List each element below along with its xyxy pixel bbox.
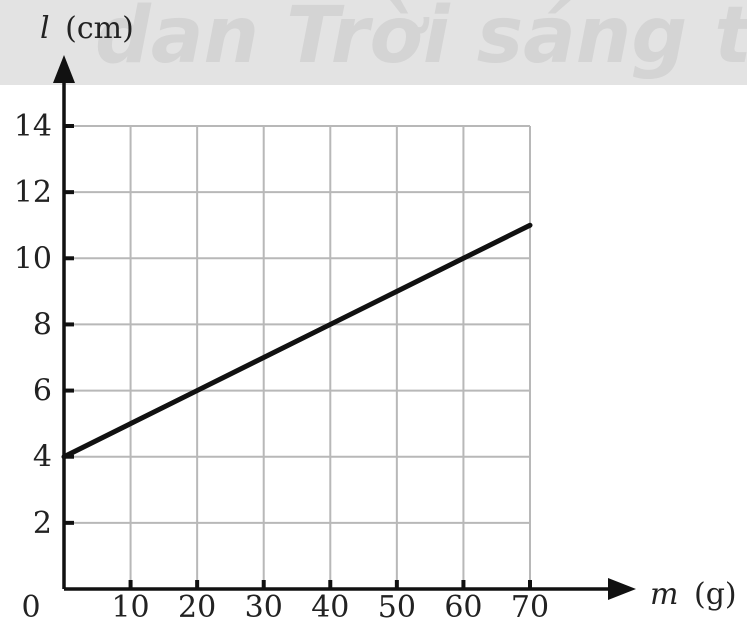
y-tick-label-14: 14 [14,109,52,144]
x-tick-label-70: 70 [511,590,549,625]
x-tick-label-50: 50 [378,590,416,625]
tick-labels: 10 20 30 40 50 60 70 2 4 6 8 10 12 14 [14,109,549,625]
y-axis-unit: (cm) [65,11,134,46]
y-axis-label: l (cm) [40,11,134,46]
x-axis-variable: m [650,577,678,612]
x-tick-label-10: 10 [111,590,149,625]
x-axis-label: m (g) [650,577,737,612]
x-axis-arrow [608,578,636,600]
watermark-band [0,0,747,85]
y-tick-label-2: 2 [33,506,52,541]
x-axis-unit: (g) [694,577,737,612]
x-tick-label-60: 60 [444,590,482,625]
y-tick-label-10: 10 [14,241,52,276]
y-axis-arrow [53,55,75,83]
y-tick-label-6: 6 [33,374,52,409]
y-tick-label-12: 12 [14,175,52,210]
y-tick-label-4: 4 [33,440,52,475]
x-tick-label-30: 30 [245,590,283,625]
series-layer [61,222,533,460]
series-line-0 [61,222,533,460]
origin-label: 0 [21,590,40,625]
x-tick-label-40: 40 [311,590,349,625]
grid [64,125,531,589]
x-tick-label-20: 20 [178,590,216,625]
y-tick-label-8: 8 [33,307,52,342]
watermark-text: dan Trời sáng tạo [95,0,747,81]
axes [53,55,636,600]
y-axis-variable: l [40,11,50,46]
